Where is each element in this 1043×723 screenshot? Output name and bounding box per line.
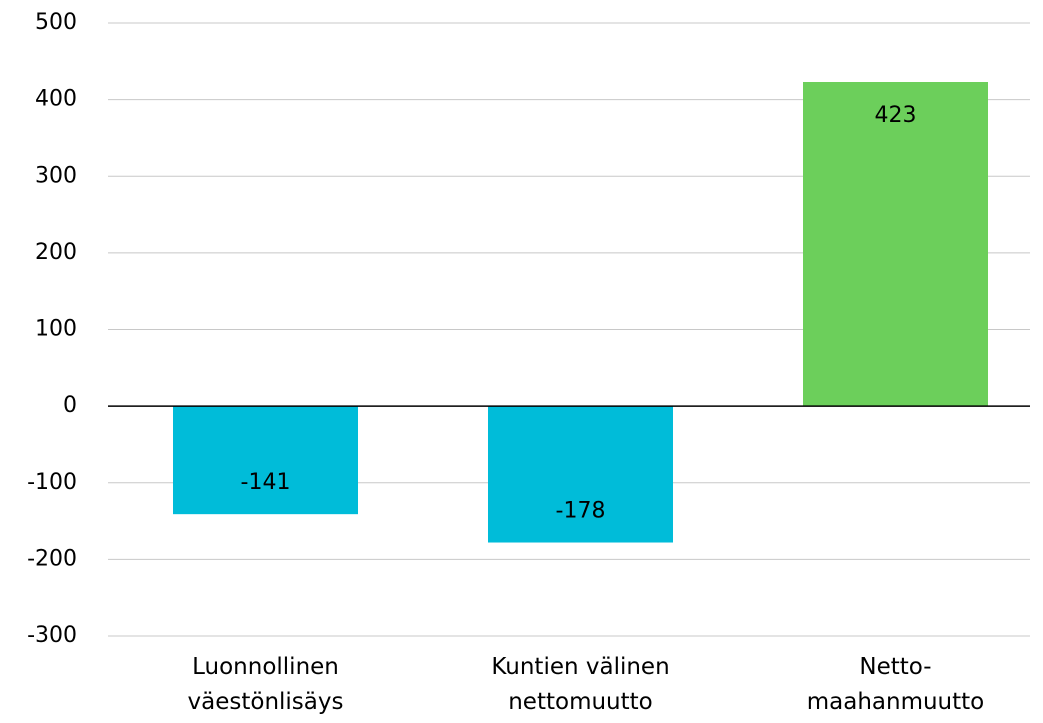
x-tick-label: Luonnollinen väestönlisäys — [187, 654, 344, 715]
y-tick-label: 0 — [63, 393, 77, 418]
x-tick-label: Netto- maahanmuutto — [806, 654, 985, 715]
y-tick-label: -200 — [27, 546, 77, 571]
y-tick-label: 200 — [35, 240, 77, 265]
y-tick-label: -100 — [27, 470, 77, 495]
bar — [173, 406, 358, 515]
y-tick-label: 500 — [35, 10, 77, 35]
data-label: 423 — [875, 103, 917, 128]
data-label: -178 — [556, 499, 606, 524]
x-tick-label: Kuntien välinen nettomuutto — [491, 654, 670, 715]
y-tick-label: 300 — [35, 163, 77, 188]
bar — [803, 82, 988, 407]
bar — [488, 406, 673, 543]
y-tick-label: 100 — [35, 317, 77, 342]
y-tick-label: -300 — [27, 623, 77, 648]
data-label: -141 — [241, 470, 291, 495]
y-tick-label: 400 — [35, 87, 77, 112]
